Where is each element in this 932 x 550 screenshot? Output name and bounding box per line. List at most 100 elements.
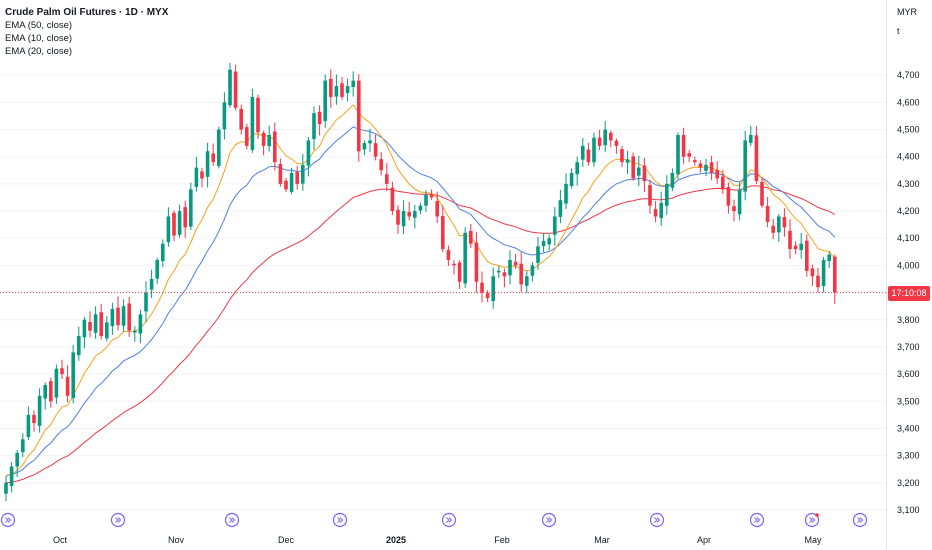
candle-body — [743, 140, 747, 192]
chevron-right-icon — [5, 517, 12, 523]
x-tick-label: Nov — [168, 535, 185, 545]
candle-body — [541, 240, 546, 247]
candle-body — [217, 129, 221, 166]
chevron-right-icon — [446, 517, 453, 523]
candle-body — [681, 134, 686, 157]
candle-body — [49, 381, 53, 402]
candle-body — [390, 187, 395, 212]
candle-body — [351, 80, 355, 87]
ema-10-path — [5, 104, 836, 477]
currency-label[interactable]: MYR — [897, 7, 917, 17]
candle-body — [771, 225, 775, 233]
y-tick-label: 4,300 — [897, 179, 920, 189]
candle-body — [508, 259, 512, 276]
candle-body — [88, 321, 92, 331]
earnings-event-icon[interactable] — [224, 512, 240, 528]
x-tick-label: Apr — [697, 535, 711, 545]
candle-body — [357, 80, 361, 152]
candle-body — [452, 263, 456, 266]
candle-body — [71, 352, 75, 399]
y-tick-label: 4,000 — [897, 260, 920, 270]
earnings-event-icon[interactable] — [749, 512, 765, 528]
chevron-right-icon — [546, 517, 553, 523]
candle-body — [429, 194, 434, 198]
earnings-event-icon[interactable] — [0, 512, 16, 528]
ema-20-path — [5, 126, 836, 476]
earnings-event-icon[interactable] — [649, 512, 665, 528]
candle-body — [698, 163, 703, 168]
y-tick-label: 3,100 — [897, 505, 920, 515]
candle-body — [457, 262, 462, 282]
candle-body — [592, 137, 596, 163]
candle-body — [715, 169, 719, 179]
candle-body — [194, 167, 199, 187]
candle-body — [737, 189, 742, 215]
x-tick-label: Dec — [278, 535, 295, 545]
y-tick-label: 3,400 — [897, 423, 920, 433]
dividend-event-icon[interactable] — [804, 512, 820, 528]
countdown-tag: 17:10:08 — [888, 285, 930, 301]
candle-body — [133, 330, 137, 333]
candle-body — [799, 243, 803, 251]
chart-title: Crude Palm Oil Futures · 1D · MYX — [5, 7, 169, 18]
candle-body — [597, 137, 602, 146]
chevron-right-icon — [115, 517, 122, 523]
candle-body — [424, 194, 428, 206]
y-tick-label: 3,700 — [897, 342, 920, 352]
y-tick-label: 4,100 — [897, 233, 920, 243]
candle-body — [513, 261, 518, 266]
candle-body — [222, 102, 227, 130]
candle-body — [312, 113, 316, 140]
y-tick-label: 4,600 — [897, 97, 920, 107]
candle-body — [116, 307, 120, 326]
y-tick-label: 3,200 — [897, 478, 920, 488]
candle-body — [435, 201, 439, 217]
candle-body — [323, 80, 327, 121]
candle-body — [469, 230, 473, 244]
legend-ema10[interactable]: EMA (10, close) — [5, 33, 73, 44]
candle-body — [161, 243, 165, 262]
candle-body — [637, 167, 641, 176]
price-axis-separator — [886, 0, 887, 550]
candle-body — [665, 183, 669, 206]
legend-ema50[interactable]: EMA (50, close) — [5, 20, 73, 31]
unit-label[interactable]: t — [897, 26, 900, 36]
candle-body — [43, 384, 47, 399]
candle-body — [54, 368, 59, 398]
candle-body — [26, 414, 31, 438]
candle-body — [233, 71, 238, 108]
earnings-event-icon[interactable] — [441, 512, 457, 528]
candle-body — [816, 275, 820, 288]
candle-body — [793, 245, 798, 250]
candle-body — [441, 216, 445, 250]
legend-ema20[interactable]: EMA (20, close) — [5, 46, 73, 57]
candle-body — [687, 153, 691, 157]
candle-body — [485, 293, 490, 299]
candle-body — [401, 211, 406, 227]
earnings-event-icon[interactable] — [852, 512, 868, 528]
y-tick-label: 3,500 — [897, 396, 920, 406]
candle-body — [121, 306, 126, 326]
candle-body — [810, 268, 815, 277]
y-tick-label: 3,600 — [897, 369, 920, 379]
event-markers[interactable] — [0, 512, 868, 528]
candle-body — [732, 206, 736, 212]
candle-body — [749, 134, 753, 143]
candle-body — [463, 232, 467, 284]
earnings-event-icon[interactable] — [541, 512, 557, 528]
earnings-event-icon[interactable] — [332, 512, 348, 528]
candle-body — [726, 187, 731, 206]
earnings-event-icon[interactable] — [110, 512, 126, 528]
candle-body — [295, 172, 299, 184]
candle-body — [491, 276, 495, 302]
ema-10-line — [5, 104, 836, 477]
candle-body — [631, 156, 635, 179]
candle-body — [721, 176, 725, 190]
x-tick-label: May — [804, 535, 822, 545]
candle-body — [110, 308, 115, 327]
candle-body — [396, 209, 400, 225]
candle-body — [525, 276, 529, 286]
candle-body — [704, 164, 708, 171]
candle-body — [278, 164, 283, 184]
